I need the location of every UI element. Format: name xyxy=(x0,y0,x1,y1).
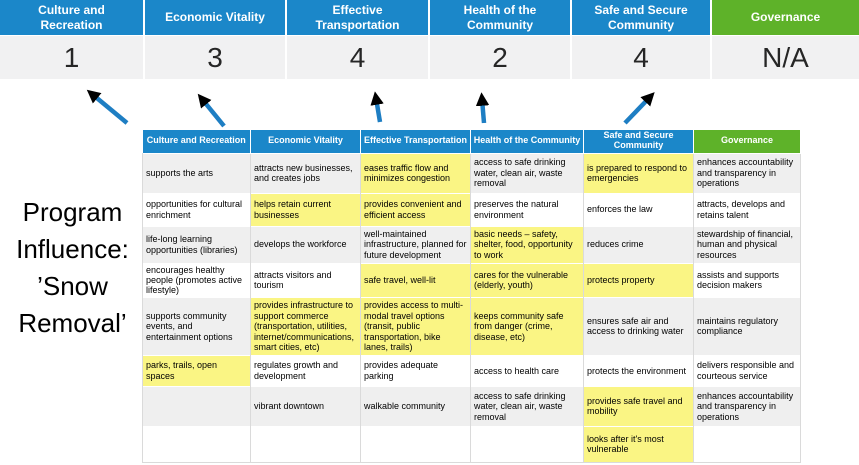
matrix-cell: parks, trails, open spaces xyxy=(142,354,251,387)
influence-arrows xyxy=(86,89,655,128)
matrix-cell: encourages healthy people (promotes acti… xyxy=(142,262,251,298)
matrix-cell: attracts, develops and retains talent xyxy=(693,192,801,226)
priority-header-health-of-the-community: Health of the Community xyxy=(430,0,572,35)
arrow-up-left-icon xyxy=(197,93,226,128)
matrix-cell: regulates growth and development xyxy=(250,354,361,387)
matrix-cell: access to safe drinking water, clean air… xyxy=(470,152,584,193)
table-row: vibrant downtown walkable community access… xyxy=(142,385,801,427)
matrix-cell xyxy=(250,425,361,463)
matrix-cell: protects the environment xyxy=(583,354,694,387)
matrix-cell: provides infrastructure to support comme… xyxy=(250,296,361,356)
influence-matrix: Culture and Recreation Economic Vitality E… xyxy=(142,130,801,463)
program-title-line: Removal’ xyxy=(18,308,127,338)
matrix-header-economic-vitality: Economic Vitality xyxy=(250,130,361,153)
matrix-cell: maintains regulatory compliance xyxy=(693,296,801,356)
priority-header-row: Culture and Recreation Economic Vitality E… xyxy=(0,0,859,35)
matrix-cell: access to health care xyxy=(470,354,584,387)
matrix-cell: walkable community xyxy=(360,385,471,427)
matrix-cell: opportunities for cultural enrichment xyxy=(142,192,251,226)
matrix-cell xyxy=(142,425,251,463)
priority-header-effective-transportation: Effective Transportation xyxy=(287,0,430,35)
priority-header-governance: Governance xyxy=(712,0,859,35)
matrix-cell: safe travel, well-lit xyxy=(360,262,471,298)
matrix-cell: develops the workforce xyxy=(250,225,361,263)
matrix-cell: supports the arts xyxy=(142,152,251,193)
matrix-cell: access to safe drinking water, clean air… xyxy=(470,385,584,427)
matrix-cell: basic needs – safety, shelter, food, opp… xyxy=(470,225,584,263)
program-title-line: Program xyxy=(22,197,123,227)
matrix-cell: stewardship of financial, human and phys… xyxy=(693,225,801,263)
matrix-header-effective-transportation: Effective Transportation xyxy=(360,130,471,153)
priority-score-safe-and-secure-community: 4 xyxy=(572,36,712,79)
matrix-cell: attracts new businesses, and creates job… xyxy=(250,152,361,193)
matrix-cell: protects property xyxy=(583,262,694,298)
table-row: supports community events, and entertain… xyxy=(142,296,801,356)
matrix-cell: ensures safe air and access to drinking … xyxy=(583,296,694,356)
table-row: parks, trails, open spaces regulates grow… xyxy=(142,354,801,387)
arrow-up-icon xyxy=(370,91,384,123)
priority-score-effective-transportation: 4 xyxy=(287,36,430,79)
arrow-up-icon xyxy=(475,92,490,124)
matrix-header-safe-and-secure-community: Safe and Secure Community xyxy=(583,130,694,153)
priority-score-health-of-the-community: 2 xyxy=(430,36,572,79)
priority-score-row: 1 3 4 2 4 N/A xyxy=(0,35,859,79)
matrix-cell xyxy=(142,385,251,427)
matrix-cell: provides adequate parking xyxy=(360,354,471,387)
matrix-cell: vibrant downtown xyxy=(250,385,361,427)
matrix-cell: enhances accountability and transparency… xyxy=(693,385,801,427)
matrix-cell xyxy=(693,425,801,463)
matrix-cell: provides safe travel and mobility xyxy=(583,385,694,427)
arrow-up-right-icon xyxy=(623,92,655,125)
matrix-cell: preserves the natural environment xyxy=(470,192,584,226)
matrix-cell: eases traffic flow and minimizes congest… xyxy=(360,152,471,193)
matrix-header-governance: Governance xyxy=(693,130,801,153)
matrix-cell: reduces crime xyxy=(583,225,694,263)
matrix-cell: supports community events, and entertain… xyxy=(142,296,251,356)
matrix-cell xyxy=(470,425,584,463)
table-row: looks after it's most vulnerable xyxy=(142,425,801,463)
matrix-cell: provides convenient and efficient access xyxy=(360,192,471,226)
priority-score-economic-vitality: 3 xyxy=(145,36,287,79)
matrix-cell: is prepared to respond to emergencies xyxy=(583,152,694,193)
matrix-cell: enhances accountability and transparency… xyxy=(693,152,801,193)
matrix-cell: enforces the law xyxy=(583,192,694,226)
matrix-header-health-of-the-community: Health of the Community xyxy=(470,130,584,153)
matrix-cell: life-long learning opportunities (librar… xyxy=(142,225,251,263)
matrix-cell: attracts visitors and tourism xyxy=(250,262,361,298)
priority-score-governance: N/A xyxy=(712,36,859,79)
matrix-cell: well-maintained infrastructure, planned … xyxy=(360,225,471,263)
matrix-cell: helps retain current businesses xyxy=(250,192,361,226)
matrix-cell: assists and supports decision makers xyxy=(693,262,801,298)
priority-header-culture-and-recreation: Culture and Recreation xyxy=(0,0,145,35)
matrix-cell xyxy=(360,425,471,463)
program-title: Program Influence: ’Snow Removal’ xyxy=(0,194,145,342)
matrix-cell: looks after it's most vulnerable xyxy=(583,425,694,463)
matrix-header-row: Culture and Recreation Economic Vitality E… xyxy=(142,130,801,153)
table-row: opportunities for cultural enrichment hel… xyxy=(142,192,801,226)
matrix-cell: provides access to multi-modal travel op… xyxy=(360,296,471,356)
matrix-cell: keeps community safe from danger (crime,… xyxy=(470,296,584,356)
table-row: life-long learning opportunities (librar… xyxy=(142,225,801,263)
table-row: encourages healthy people (promotes acti… xyxy=(142,262,801,298)
priority-header-economic-vitality: Economic Vitality xyxy=(145,0,287,35)
matrix-cell: cares for the vulnerable (elderly, youth… xyxy=(470,262,584,298)
matrix-cell: delivers responsible and courteous servi… xyxy=(693,354,801,387)
program-title-line: ’Snow xyxy=(37,271,108,301)
table-row: supports the arts attracts new businesses… xyxy=(142,152,801,193)
matrix-header-culture-and-recreation: Culture and Recreation xyxy=(142,130,251,153)
arrow-up-left-icon xyxy=(86,89,129,125)
priority-header-safe-and-secure-community: Safe and Secure Community xyxy=(572,0,712,35)
program-title-line: Influence: xyxy=(16,234,129,264)
priority-score-culture-and-recreation: 1 xyxy=(0,36,145,79)
